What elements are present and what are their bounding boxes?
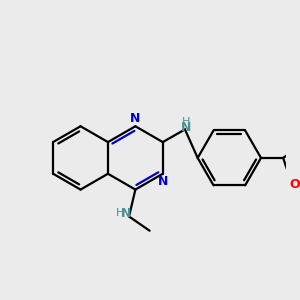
Text: H: H (116, 208, 124, 218)
Text: N: N (130, 112, 141, 125)
Text: O: O (290, 178, 300, 191)
Text: N: N (181, 121, 192, 134)
Text: N: N (121, 207, 131, 220)
Text: N: N (158, 175, 168, 188)
Text: H: H (182, 118, 191, 128)
